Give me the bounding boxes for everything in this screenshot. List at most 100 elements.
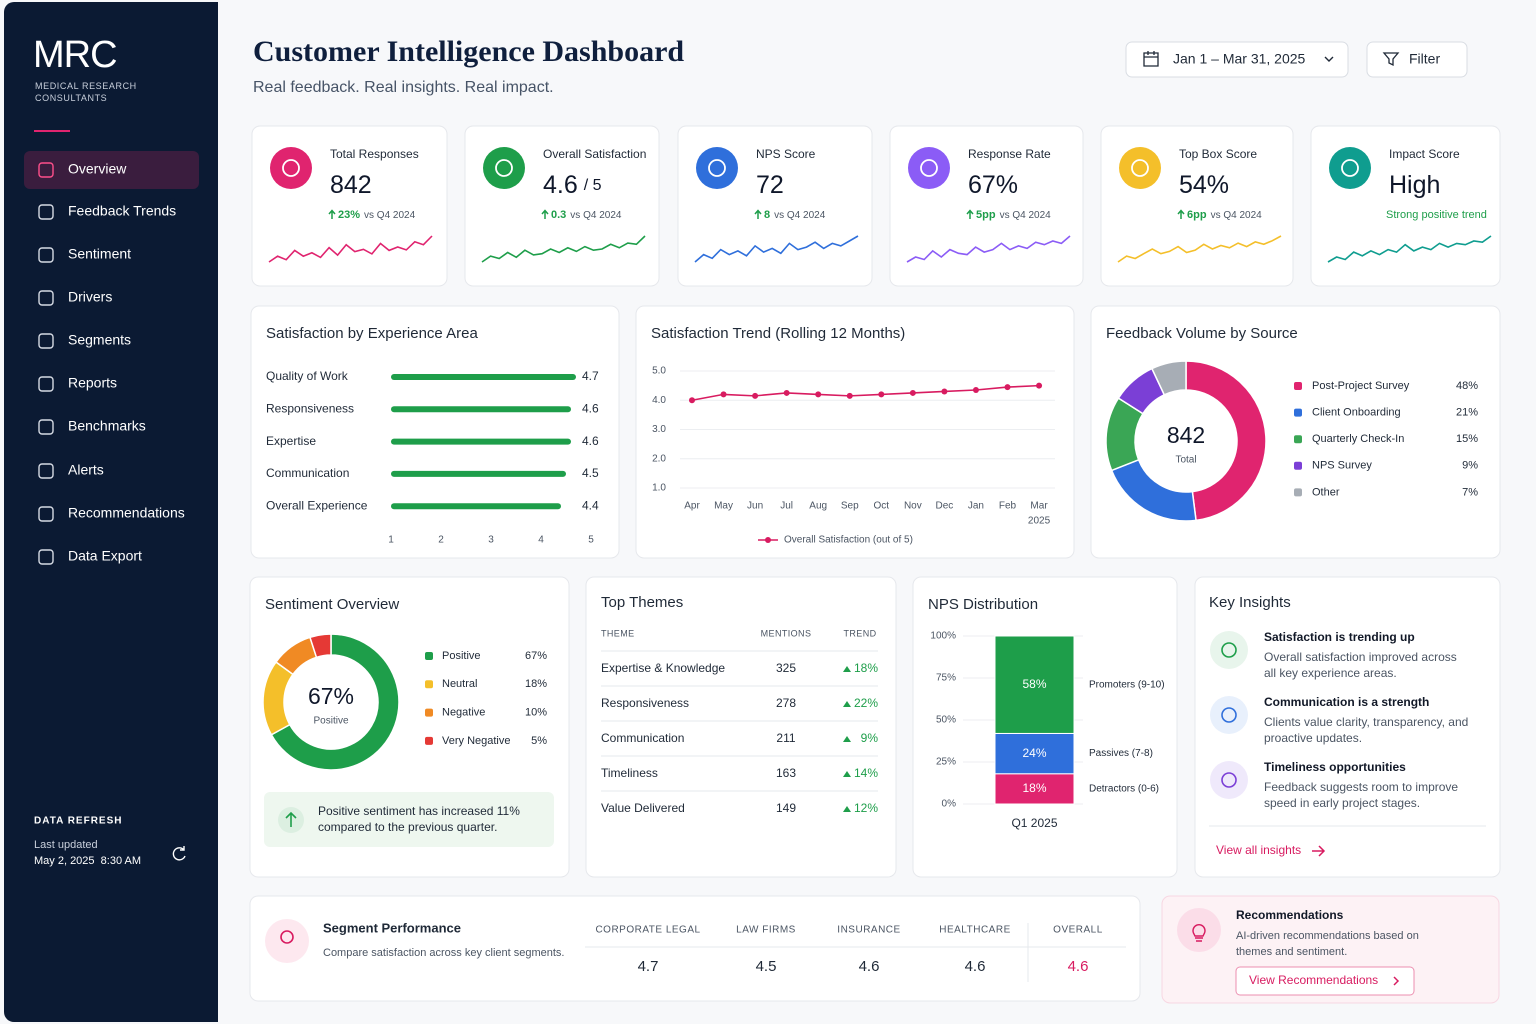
- nav-item[interactable]: Segments: [68, 332, 131, 348]
- nav-item[interactable]: Alerts: [68, 462, 104, 478]
- point: [689, 397, 695, 404]
- kpi-label: Impact Score: [1389, 147, 1460, 161]
- center-value: 842: [1167, 422, 1205, 448]
- table-header: TREND: [844, 628, 877, 638]
- date-range[interactable]: Jan 1 – Mar 31, 2025: [1173, 51, 1306, 67]
- trend-up: [843, 666, 851, 672]
- accent-line: [34, 130, 70, 132]
- card: [585, 576, 897, 878]
- refresh-timestamp: May 2, 2025 8:30 AM: [34, 855, 141, 867]
- nav-item[interactable]: Feedback Trends: [68, 203, 176, 219]
- kpi-value-suffix: / 5: [584, 177, 602, 194]
- sparkline: [268, 235, 433, 263]
- rec-chevron: [1393, 976, 1400, 986]
- y-tick-label: 25%: [936, 757, 956, 768]
- bar: [391, 470, 566, 477]
- value-label: 21%: [1456, 407, 1478, 419]
- legend-swatch: [425, 736, 433, 745]
- filter-label[interactable]: Filter: [1409, 51, 1440, 67]
- x-tick-label: Apr: [684, 501, 700, 512]
- kpi-change: 5pp vs Q4 2024: [976, 209, 1051, 221]
- refresh-icon[interactable]: [172, 846, 186, 861]
- x-tick-label: Sep: [841, 501, 859, 512]
- legend-swatch: [425, 708, 433, 717]
- trend-up: [843, 736, 851, 742]
- legend-label: Overall Satisfaction (out of 5): [784, 535, 913, 546]
- nav-item[interactable]: Overview: [68, 161, 127, 177]
- chart-title: Sentiment Overview: [265, 596, 399, 613]
- value-label: 15%: [1456, 433, 1478, 445]
- x-tick-label: Jun: [747, 501, 763, 512]
- bar: [391, 503, 561, 510]
- x-tick-label: May: [714, 501, 733, 512]
- table-header: MENTIONS: [761, 628, 812, 638]
- kpi-icon-glyph: [920, 159, 938, 177]
- legend-label: Other: [1312, 486, 1340, 498]
- point: [846, 392, 853, 399]
- kpi-change: 6pp vs Q4 2024: [1187, 209, 1262, 221]
- nav-item[interactable]: Recommendations: [68, 505, 185, 521]
- y-tick-label: 50%: [936, 715, 956, 726]
- legend-label: Very Negative: [442, 735, 510, 747]
- point: [941, 388, 948, 395]
- nav-item[interactable]: Sentiment: [68, 246, 131, 262]
- segment-value: 4.7: [638, 958, 659, 975]
- bar-segment: [994, 635, 1075, 734]
- theme-trend: 12%: [854, 801, 878, 815]
- point: [878, 391, 885, 398]
- nav-item[interactable]: Data Export: [68, 548, 142, 564]
- rec-button[interactable]: [1235, 966, 1415, 996]
- nav-item[interactable]: Drivers: [68, 289, 112, 305]
- y-tick-label: 2.0: [652, 453, 666, 464]
- card: [1194, 576, 1501, 878]
- nav-item[interactable]: Benchmarks: [68, 418, 146, 434]
- refresh-label: Last updated: [34, 839, 98, 851]
- kpi-label: Top Box Score: [1179, 147, 1257, 161]
- insight-title: Satisfaction is trending up: [1264, 630, 1415, 644]
- kpi-icon-glyph: [495, 159, 513, 177]
- bar-segment: [994, 732, 1075, 775]
- value-label: 67%: [525, 650, 547, 662]
- filter-button[interactable]: [1366, 41, 1468, 78]
- legend-label: Neutral: [442, 678, 477, 690]
- date-button[interactable]: [1125, 41, 1349, 78]
- chart-title: Satisfaction Trend (Rolling 12 Months): [651, 325, 905, 342]
- kpi-icon: [483, 147, 525, 189]
- x-tick-label: 2: [438, 535, 444, 546]
- insights-link[interactable]: View all insights: [1216, 843, 1301, 857]
- kpi-value-number: 4.6: [543, 171, 578, 199]
- nav-icon: [38, 290, 54, 306]
- x-tick-label: Q1 2025: [1011, 816, 1057, 830]
- sparkline: [906, 235, 1071, 263]
- sparkline: [694, 235, 859, 263]
- page-subtitle: Real feedback. Real insights. Real impac…: [253, 79, 554, 96]
- y-tick-label: 1.0: [652, 483, 666, 494]
- value-label: 4.6: [582, 401, 599, 415]
- theme-trend: 9%: [861, 731, 879, 745]
- y-tick-label: 4.0: [652, 395, 666, 406]
- kpi-change-value: 5pp: [976, 209, 996, 221]
- bar: [391, 438, 571, 445]
- kpi-icon: [908, 147, 950, 189]
- kpi-value: 4.6 / 5: [543, 171, 602, 199]
- rec-button-label[interactable]: View Recommendations: [1249, 973, 1378, 987]
- table-header: THEME: [601, 628, 635, 638]
- insight-text: Overall satisfaction improved across all…: [1264, 650, 1457, 680]
- sparkline: [1117, 235, 1282, 263]
- up-arrow: [328, 209, 336, 219]
- nav-icon: [38, 463, 54, 479]
- nav-active: [24, 151, 199, 189]
- insight-glyph: [1221, 642, 1237, 658]
- legend-label: Client Onboarding: [1312, 407, 1401, 419]
- value-label: 4.5: [582, 466, 599, 480]
- theme-mentions: 211: [776, 731, 795, 745]
- x-tick-label: Nov: [904, 501, 922, 512]
- page-title: Customer Intelligence Dashboard: [253, 35, 684, 68]
- value-label: 48%: [1456, 380, 1478, 392]
- nav-item[interactable]: Reports: [68, 375, 117, 391]
- y-tick-label: 75%: [936, 673, 956, 684]
- value-label: 10%: [525, 707, 547, 719]
- up-arrow: [966, 209, 974, 219]
- series-label: Detractors (0-6): [1089, 784, 1159, 795]
- kpi-comparison: vs Q4 2024: [570, 210, 622, 221]
